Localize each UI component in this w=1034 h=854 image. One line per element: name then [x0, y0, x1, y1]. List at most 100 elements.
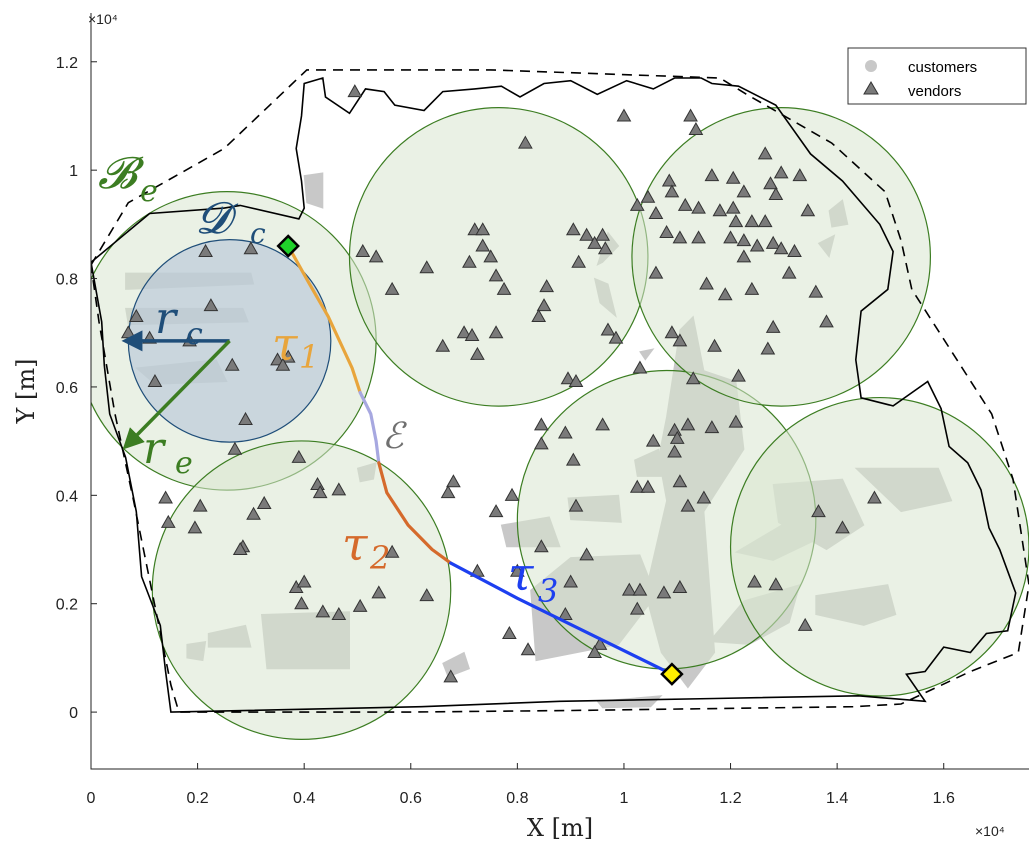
- vendor-marker: [371, 585, 387, 599]
- x-tick-label: 0: [87, 790, 96, 807]
- vendor-marker: [749, 238, 765, 252]
- y-tick-label: 0: [69, 705, 78, 722]
- vendor-marker: [691, 230, 706, 244]
- vendor-marker: [384, 281, 400, 295]
- vendor-marker: [773, 241, 789, 255]
- vendor-marker: [725, 170, 741, 184]
- y-tick-label: 0.2: [56, 597, 78, 614]
- vendor-marker: [648, 205, 664, 220]
- vendor-marker: [565, 222, 581, 236]
- annotation-tau1-subscript: 1: [299, 338, 319, 376]
- vendor-marker: [731, 368, 746, 382]
- vendor-marker: [352, 598, 368, 612]
- vendor-marker: [691, 200, 706, 214]
- vendor-marker: [331, 482, 347, 496]
- vendor-marker: [616, 108, 632, 122]
- x-exponent-label: ×10⁴: [975, 823, 1005, 839]
- vendor-marker: [256, 495, 272, 509]
- vendor-marker: [510, 563, 525, 577]
- route-segment-tau1: [286, 244, 362, 394]
- vendor-marker: [557, 425, 573, 439]
- vendor-marker: [571, 254, 587, 268]
- vendor-marker: [680, 498, 696, 512]
- vendor-marker: [147, 374, 163, 388]
- vendor-marker: [539, 279, 555, 293]
- x-tick-label: 0.4: [293, 790, 315, 807]
- vendor-marker: [661, 173, 677, 187]
- convex-hull: [91, 69, 1029, 713]
- y-tick-label: 1.2: [56, 55, 78, 72]
- vendor-marker: [531, 308, 547, 322]
- vendor-marker: [592, 636, 608, 650]
- legend-customers-marker: [865, 60, 877, 72]
- vendor-marker: [757, 214, 773, 228]
- vendor-marker: [696, 490, 712, 504]
- vendor-marker: [645, 433, 661, 447]
- annotation-tau3-subscript: 3: [538, 572, 558, 610]
- vendor-marker: [685, 371, 701, 385]
- vendor-marker: [747, 574, 762, 588]
- vendor-marker: [520, 642, 536, 656]
- vendor-marker: [736, 233, 752, 247]
- vendor-marker: [238, 411, 253, 425]
- vendor-marker: [664, 325, 680, 339]
- vendor-marker: [291, 449, 307, 463]
- y-tick-label: 0.8: [56, 272, 78, 289]
- vendor-marker: [227, 441, 243, 455]
- vendor-marker: [808, 284, 824, 298]
- endpoint-markers: [276, 234, 684, 686]
- vendor-marker: [608, 330, 624, 344]
- vendor-marker: [704, 168, 720, 182]
- vendor-marker: [158, 490, 173, 504]
- annotation-tau2-subscript: 2: [369, 539, 390, 577]
- vendor-marker: [667, 444, 682, 458]
- vendor-marker: [296, 574, 312, 588]
- route-segment-tau2: [377, 461, 453, 565]
- annotation-tau1-symbol: τ: [272, 317, 299, 371]
- vendor-marker: [483, 249, 499, 263]
- x-tick-label: 1.6: [933, 790, 955, 807]
- vendor-marker: [587, 235, 602, 249]
- y-axis-label: Y [m]: [12, 359, 40, 425]
- vendor-marker: [275, 357, 291, 371]
- vendor-marker: [533, 436, 549, 450]
- customer-region: [303, 172, 324, 209]
- vendor-marker: [672, 474, 688, 488]
- vendor-marker: [536, 298, 552, 312]
- legend-customers-label: customers: [908, 59, 977, 76]
- vendor-marker: [768, 577, 784, 591]
- x-tick-label: 1.4: [826, 790, 848, 807]
- customer-region: [442, 651, 471, 678]
- vendor-marker: [568, 374, 584, 388]
- vendor-marker: [744, 214, 760, 228]
- vendor-marker: [232, 541, 248, 556]
- vendor-marker: [595, 417, 610, 431]
- vendor-marker: [640, 189, 656, 203]
- vendor-marker: [419, 260, 435, 274]
- vendor-marker: [568, 498, 584, 512]
- vendor-marker: [488, 325, 504, 339]
- vendor-marker: [669, 430, 685, 444]
- vendor-marker: [243, 241, 259, 255]
- vendor-marker: [728, 414, 744, 428]
- vendor-marker: [640, 479, 656, 493]
- vendor-marker: [712, 203, 728, 217]
- annotation-tau3: τ 3: [508, 547, 558, 610]
- vendor-marker: [435, 338, 451, 352]
- vendor-marker: [773, 165, 789, 179]
- vendor-marker: [198, 243, 213, 257]
- vendor-marker: [765, 235, 781, 249]
- vendor-marker: [440, 485, 456, 499]
- annotation-tau2-symbol: τ: [342, 517, 369, 571]
- region-boundary-layer: [91, 69, 1029, 713]
- vendor-marker: [744, 281, 760, 295]
- vendor-marker: [419, 588, 435, 602]
- vendor-marker: [246, 506, 261, 520]
- route-segment-E: [358, 390, 381, 465]
- vendor-marker: [797, 617, 813, 631]
- vendor-marker: [557, 607, 573, 621]
- vendor-marker: [128, 308, 144, 322]
- customer-region: [639, 348, 655, 361]
- annotation-r-c-subscript: c: [186, 317, 203, 352]
